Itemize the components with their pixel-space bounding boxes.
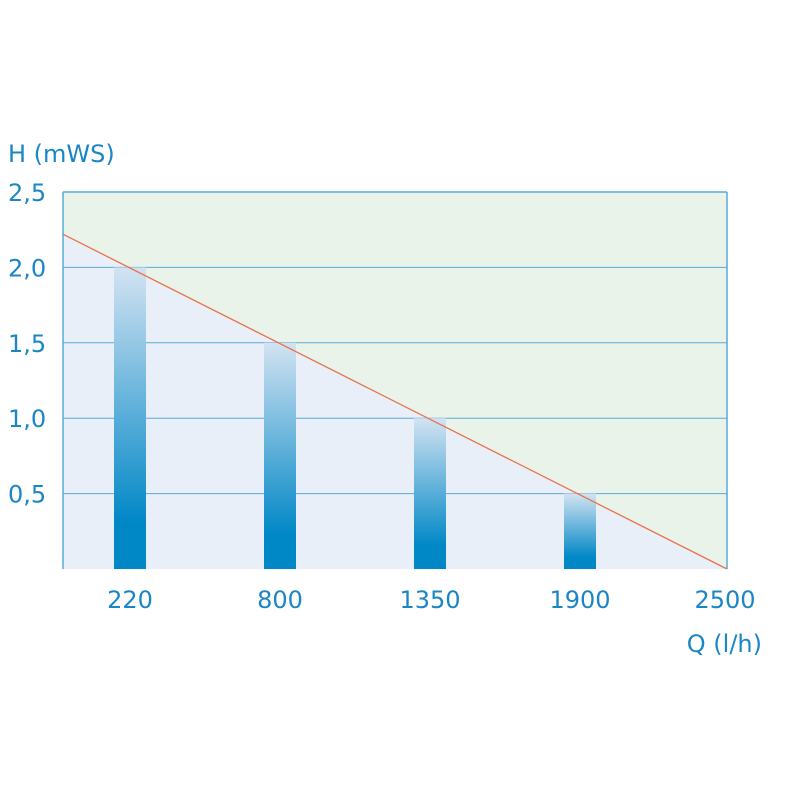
bar	[114, 267, 146, 569]
bar	[264, 342, 296, 569]
x-tick-label: 220	[107, 586, 153, 614]
bar	[414, 418, 446, 569]
x-tick-label: 800	[257, 586, 303, 614]
pump-curve-line	[62, 233, 728, 570]
x-tick-label: 1900	[549, 586, 610, 614]
y-tick-label: 2,0	[8, 254, 46, 282]
y-tick-label: 2,5	[8, 179, 46, 207]
x-tick-label: 1350	[399, 586, 460, 614]
x-axis-label: Q (l/h)	[687, 630, 762, 658]
y-axis-label: H (mWS)	[8, 140, 115, 168]
bar	[564, 493, 596, 569]
y-tick-label: 0,5	[8, 481, 46, 509]
y-tick-label: 1,5	[8, 330, 46, 358]
x-tick-label: 2500	[694, 586, 755, 614]
y-tick-label: 1,0	[8, 405, 46, 433]
